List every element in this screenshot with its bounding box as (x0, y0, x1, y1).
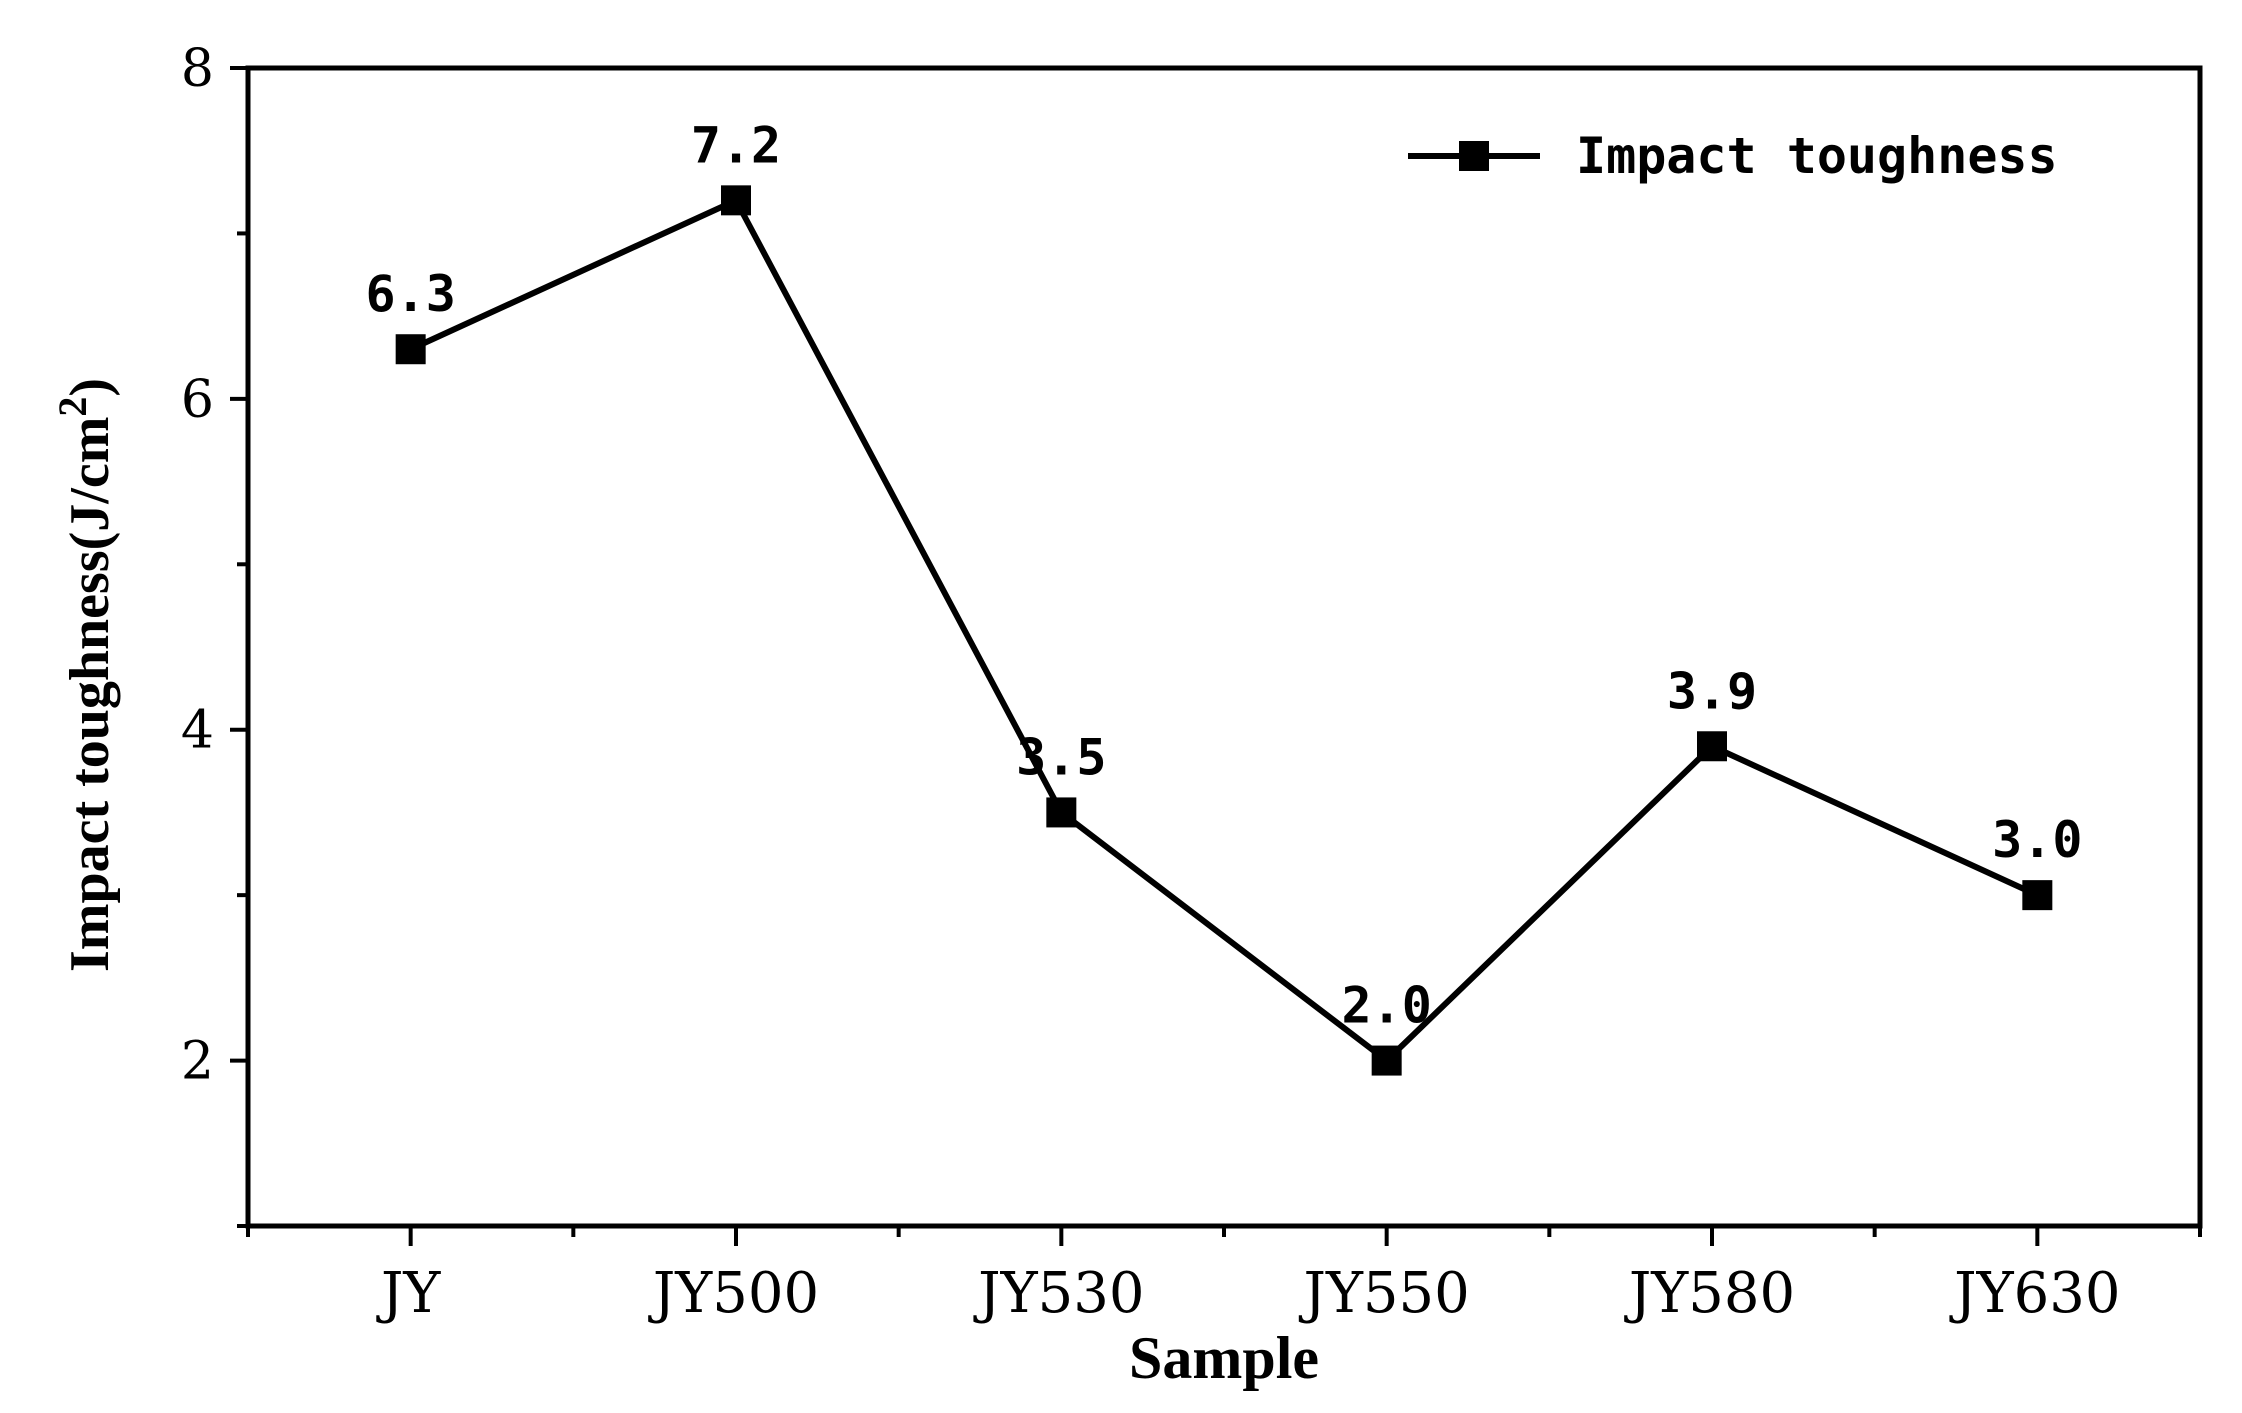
y-tick-label: 8 (181, 39, 214, 99)
data-label: 6.3 (366, 265, 456, 323)
x-tick-label: JY530 (973, 1261, 1144, 1326)
legend-marker-square (1459, 141, 1489, 171)
series-line (409, 196, 2039, 1065)
legend: Impact toughness (1408, 127, 2058, 185)
y-axis-title-close: ) (59, 378, 121, 397)
y-tick-label: 6 (181, 370, 214, 430)
data-point-marker (1046, 797, 1077, 828)
data-label: 2.0 (1342, 977, 1432, 1035)
data-point-marker (1697, 731, 1727, 762)
x-tick-label: JY550 (1299, 1261, 1470, 1326)
y-tick-label: 2 (181, 1032, 214, 1092)
x-tick-label: JY630 (1949, 1261, 2120, 1326)
legend-label: Impact toughness (1576, 127, 2058, 185)
y-axis-title-superscript: 2 (50, 397, 95, 417)
x-axis-tick-labels: JY JY500 JY530 JY550 JY580 JY630 (376, 1261, 2121, 1326)
data-label: 3.5 (1016, 728, 1106, 786)
y-axis-ticks (230, 66, 248, 1228)
data-label: 3.0 (1992, 811, 2082, 869)
y-tick-label: 4 (181, 701, 214, 761)
x-axis-ticks (246, 1226, 2202, 1246)
data-point-marker (1371, 1045, 1402, 1076)
y-axis-title-main: Impact toughness(J/cm (59, 417, 121, 972)
series-impact-toughness (395, 185, 2053, 1076)
data-point-marker (721, 185, 751, 216)
x-tick-label: JY580 (1624, 1261, 1795, 1326)
data-labels: 6.3 7.2 3.5 2.0 3.9 3.0 (366, 116, 2083, 1034)
data-label: 7.2 (691, 116, 781, 174)
data-label: 3.9 (1667, 662, 1757, 720)
plot-frame (245, 65, 2203, 1229)
x-tick-label: JY (376, 1261, 441, 1326)
y-axis-title: Impact toughness(J/cm2) (50, 378, 121, 972)
data-point-marker (395, 334, 426, 365)
x-tick-label: JY500 (648, 1261, 819, 1326)
x-axis-title: Sample (1129, 1325, 1319, 1391)
data-point-marker (2022, 880, 2053, 911)
y-axis-tick-labels: 2 4 6 8 (181, 39, 214, 1092)
